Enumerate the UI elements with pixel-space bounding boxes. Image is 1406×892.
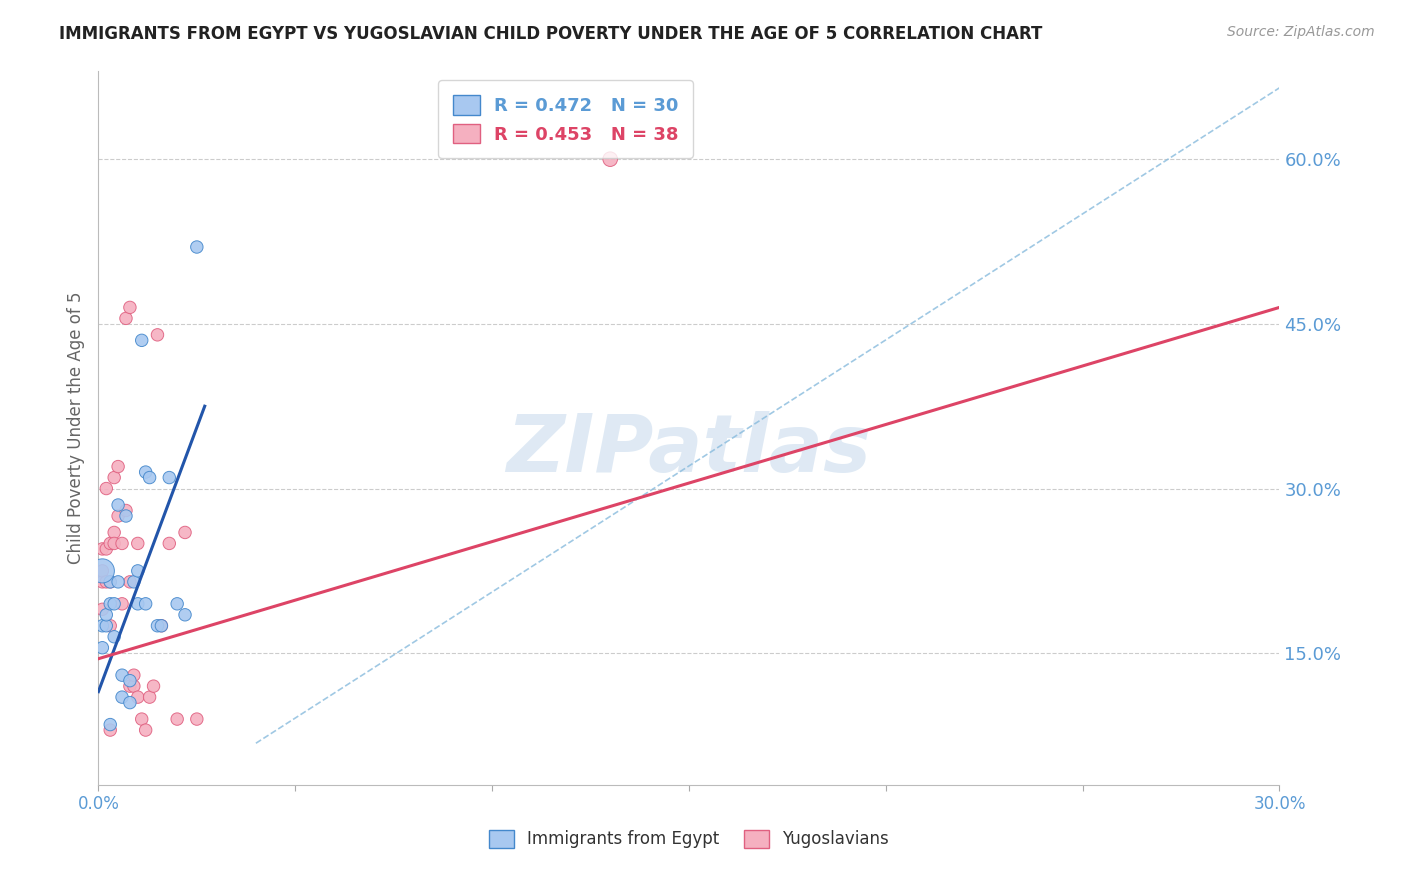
Point — [91, 564, 114, 578]
Legend: Immigrants from Egypt, Yugoslavians: Immigrants from Egypt, Yugoslavians — [482, 823, 896, 855]
Point — [103, 525, 125, 540]
Point — [96, 607, 118, 622]
Point — [115, 503, 138, 517]
Point — [135, 465, 157, 479]
Point — [98, 536, 121, 550]
Point — [96, 541, 118, 556]
Point — [98, 574, 121, 589]
Point — [174, 525, 197, 540]
Point — [115, 508, 138, 523]
Point — [118, 673, 141, 688]
Point — [96, 482, 118, 496]
Point — [96, 574, 118, 589]
Point — [131, 712, 153, 726]
Y-axis label: Child Poverty Under the Age of 5: Child Poverty Under the Age of 5 — [66, 292, 84, 565]
Point — [111, 597, 134, 611]
Point — [146, 619, 169, 633]
Point — [127, 597, 149, 611]
Point — [157, 470, 180, 484]
Point — [111, 690, 134, 705]
Point — [135, 723, 157, 737]
Point — [135, 597, 157, 611]
Point — [91, 640, 114, 655]
Point — [122, 679, 145, 693]
Point — [118, 696, 141, 710]
Point — [91, 602, 114, 616]
Point — [186, 240, 208, 254]
Point — [122, 574, 145, 589]
Point — [122, 668, 145, 682]
Point — [103, 470, 125, 484]
Point — [111, 668, 134, 682]
Point — [115, 311, 138, 326]
Text: IMMIGRANTS FROM EGYPT VS YUGOSLAVIAN CHILD POVERTY UNDER THE AGE OF 5 CORRELATIO: IMMIGRANTS FROM EGYPT VS YUGOSLAVIAN CHI… — [59, 25, 1042, 43]
Point — [107, 459, 129, 474]
Point — [146, 327, 169, 342]
Point — [138, 470, 160, 484]
Point — [174, 607, 197, 622]
Point — [91, 564, 114, 578]
Point — [91, 541, 114, 556]
Point — [98, 597, 121, 611]
Point — [118, 574, 141, 589]
Point — [98, 619, 121, 633]
Point — [98, 717, 121, 731]
Point — [157, 536, 180, 550]
Point — [118, 679, 141, 693]
Point — [107, 498, 129, 512]
Point — [166, 712, 188, 726]
Point — [142, 679, 165, 693]
Text: Source: ZipAtlas.com: Source: ZipAtlas.com — [1227, 25, 1375, 39]
Point — [103, 536, 125, 550]
Point — [98, 723, 121, 737]
Point — [138, 690, 160, 705]
Point — [127, 536, 149, 550]
Point — [599, 152, 621, 166]
Point — [103, 597, 125, 611]
Text: ZIPatlas: ZIPatlas — [506, 410, 872, 489]
Point — [91, 574, 114, 589]
Point — [127, 690, 149, 705]
Point — [131, 334, 153, 348]
Point — [118, 301, 141, 315]
Point — [96, 619, 118, 633]
Point — [150, 619, 173, 633]
Point — [150, 619, 173, 633]
Point — [186, 712, 208, 726]
Point — [98, 574, 121, 589]
Point — [103, 630, 125, 644]
Point — [111, 536, 134, 550]
Point — [127, 564, 149, 578]
Point — [107, 508, 129, 523]
Point — [166, 597, 188, 611]
Point — [107, 574, 129, 589]
Point — [91, 619, 114, 633]
